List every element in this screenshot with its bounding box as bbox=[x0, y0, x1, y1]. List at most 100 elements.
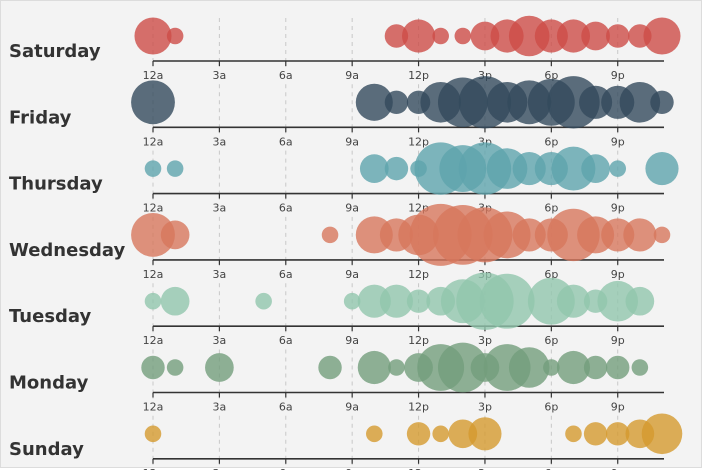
bubble-monday-h18[interactable] bbox=[543, 359, 560, 376]
bubble-saturday-h19[interactable] bbox=[556, 19, 591, 53]
tick-label: 6a bbox=[279, 268, 293, 281]
tick-label: 12p bbox=[408, 268, 429, 281]
bubble-sunday-h21[interactable] bbox=[606, 422, 630, 446]
bubble-sunday-h23[interactable] bbox=[641, 413, 683, 455]
bubble-monday-h21[interactable] bbox=[606, 355, 630, 380]
bubble-tuesday-h9[interactable] bbox=[343, 292, 361, 310]
bubble-sunday-h13[interactable] bbox=[432, 425, 449, 443]
tick-label: 9a bbox=[345, 69, 359, 82]
bubble-monday-h19[interactable] bbox=[556, 350, 591, 385]
bubble-sunday-h19[interactable] bbox=[565, 425, 582, 443]
day-label: Wednesday bbox=[9, 240, 126, 261]
tick-label: 9a bbox=[345, 268, 359, 281]
tick-label: 9a bbox=[345, 202, 359, 215]
bubble-monday-h1[interactable] bbox=[166, 359, 184, 376]
tick-label: 9a bbox=[345, 135, 359, 148]
bubble-saturday-h11[interactable] bbox=[384, 24, 409, 48]
bubble-thursday-h10[interactable] bbox=[359, 154, 389, 183]
tick-label: 12a bbox=[143, 202, 164, 215]
day-label: Tuesday bbox=[9, 306, 92, 327]
bubble-thursday-h1[interactable] bbox=[166, 160, 184, 177]
tick-label: 9p bbox=[611, 401, 625, 414]
bubble-monday-h20[interactable] bbox=[583, 355, 608, 380]
bubble-tuesday-h19[interactable] bbox=[556, 284, 591, 318]
tick-label: 6p bbox=[544, 202, 558, 215]
bubble-thursday-h23[interactable] bbox=[645, 152, 679, 186]
bubble-sunday-h10[interactable] bbox=[366, 425, 383, 443]
bubble-saturday-h1[interactable] bbox=[166, 27, 184, 45]
tick-label: 12a bbox=[143, 467, 164, 470]
tick-label: 6p bbox=[544, 135, 558, 148]
bubble-saturday-h13[interactable] bbox=[432, 27, 449, 45]
tick-label: 9a bbox=[345, 467, 359, 470]
bubble-sunday-h15[interactable] bbox=[468, 417, 502, 451]
tick-label: 3a bbox=[213, 268, 227, 281]
bubble-wednesday-h1[interactable] bbox=[160, 220, 190, 250]
bubble-saturday-h20[interactable] bbox=[581, 21, 610, 51]
bubble-tuesday-h1[interactable] bbox=[160, 286, 190, 316]
bubble-friday-h11[interactable] bbox=[384, 90, 409, 115]
tick-label: 12p bbox=[408, 401, 429, 414]
bubble-wednesday-h0[interactable] bbox=[131, 212, 175, 257]
bubble-thursday-h20[interactable] bbox=[581, 154, 610, 183]
tick-label: 12p bbox=[408, 467, 429, 470]
bubble-saturday-h21[interactable] bbox=[606, 24, 630, 48]
bubble-saturday-h14[interactable] bbox=[454, 27, 472, 45]
bubble-friday-h22[interactable] bbox=[619, 82, 661, 123]
bubble-wednesday-h22[interactable] bbox=[623, 218, 657, 252]
tick-label: 6p bbox=[544, 467, 558, 470]
tick-label: 9p bbox=[611, 268, 625, 281]
bubble-wednesday-h23[interactable] bbox=[653, 226, 671, 244]
bubble-monday-h10[interactable] bbox=[357, 350, 391, 385]
bubble-sunday-h14[interactable] bbox=[448, 419, 478, 449]
bubble-monday-h22[interactable] bbox=[631, 359, 649, 376]
bubble-monday-h8[interactable] bbox=[318, 355, 342, 380]
tick-label: 6p bbox=[544, 401, 558, 414]
bubble-monday-h14[interactable] bbox=[437, 342, 488, 393]
bubble-friday-h10[interactable] bbox=[355, 83, 393, 121]
bubble-sunday-h20[interactable] bbox=[583, 422, 608, 446]
bubble-thursday-h19[interactable] bbox=[551, 146, 596, 191]
tick-label: 6a bbox=[279, 69, 293, 82]
bubble-tuesday-h12[interactable] bbox=[406, 289, 431, 313]
bubble-saturday-h23[interactable] bbox=[643, 17, 681, 55]
tick-label: 12a bbox=[143, 135, 164, 148]
bubble-thursday-h0[interactable] bbox=[144, 160, 162, 177]
bubble-friday-h0[interactable] bbox=[131, 80, 175, 125]
bubble-tuesday-h16[interactable] bbox=[479, 273, 535, 329]
bubble-tuesday-h11[interactable] bbox=[379, 284, 414, 318]
tick-label: 12a bbox=[143, 401, 164, 414]
row-monday: 12a 3a 6a 9a 12p 3p 6p 9p Monday bbox=[9, 342, 664, 414]
tick-label: 9p bbox=[611, 467, 625, 470]
bubble-thursday-h11[interactable] bbox=[384, 156, 409, 181]
bubble-sunday-h0[interactable] bbox=[144, 425, 162, 443]
tick-label: 3a bbox=[213, 401, 227, 414]
tick-label: 12p bbox=[408, 334, 429, 347]
tick-label: 3a bbox=[213, 69, 227, 82]
day-label: Sunday bbox=[9, 439, 84, 460]
bubble-friday-h23[interactable] bbox=[650, 90, 674, 115]
bubble-thursday-h21[interactable] bbox=[609, 160, 627, 177]
day-label: Monday bbox=[9, 373, 89, 394]
bubble-wednesday-h8[interactable] bbox=[321, 226, 339, 244]
bubble-tuesday-h5[interactable] bbox=[255, 292, 272, 310]
tick-label: 6p bbox=[544, 334, 558, 347]
bubble-tuesday-h21[interactable] bbox=[597, 280, 639, 322]
bubble-monday-h0[interactable] bbox=[141, 355, 165, 380]
bubble-sunday-h12[interactable] bbox=[406, 422, 431, 446]
bubble-monday-h17[interactable] bbox=[508, 347, 550, 388]
bubble-saturday-h15[interactable] bbox=[470, 21, 500, 51]
bubble-tuesday-h22[interactable] bbox=[625, 286, 655, 316]
tick-label: 6p bbox=[544, 69, 558, 82]
tick-label: 3a bbox=[213, 467, 227, 470]
tick-label: 9p bbox=[611, 202, 625, 215]
bubble-tuesday-h0[interactable] bbox=[144, 292, 162, 310]
tick-label: 12p bbox=[408, 135, 429, 148]
bubble-saturday-h12[interactable] bbox=[401, 19, 436, 53]
bubble-monday-h3[interactable] bbox=[205, 353, 234, 382]
bubble-monday-h11[interactable] bbox=[388, 359, 405, 376]
bubble-saturday-h0[interactable] bbox=[134, 17, 172, 55]
